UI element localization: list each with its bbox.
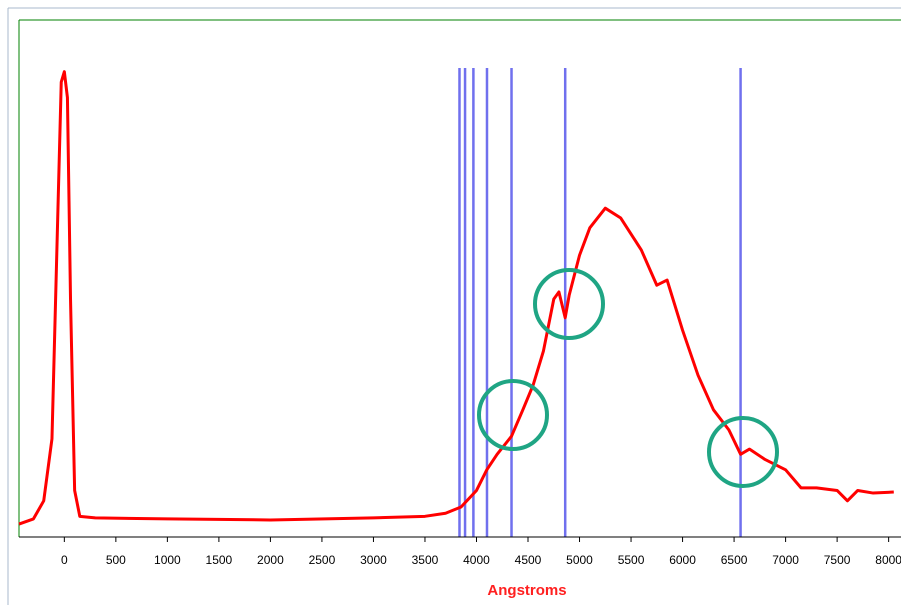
x-tick-label: 2500 <box>309 553 336 567</box>
x-tick-label: 500 <box>106 553 126 567</box>
x-tick-label: 0 <box>61 553 68 567</box>
highlight-circle <box>477 379 549 451</box>
x-tick-label: 6500 <box>721 553 748 567</box>
x-tick-label: 2000 <box>257 553 284 567</box>
x-tick-label: 7500 <box>824 553 851 567</box>
x-tick-label: 6000 <box>669 553 696 567</box>
x-tick-label: 7000 <box>772 553 799 567</box>
x-tick-label: 5500 <box>618 553 645 567</box>
x-tick-label: 1500 <box>206 553 233 567</box>
highlights <box>477 268 779 488</box>
x-tick-label: 3000 <box>360 553 387 567</box>
highlight-circle <box>707 416 779 488</box>
x-tick-label: 4500 <box>515 553 542 567</box>
x-tick-label: 5000 <box>566 553 593 567</box>
x-tick-label: 4000 <box>463 553 490 567</box>
x-tick-label: 8000 <box>875 553 901 567</box>
x-axis-label: Angstroms <box>487 582 566 599</box>
highlight-circle <box>533 268 605 340</box>
spectrum-line <box>18 70 894 526</box>
x-tick-label: 1000 <box>154 553 181 567</box>
x-tick-label: 3500 <box>412 553 439 567</box>
